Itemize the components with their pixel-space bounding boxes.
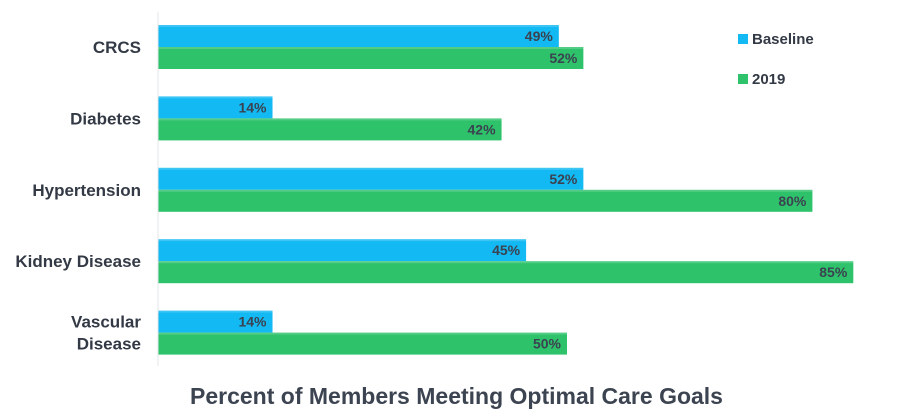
legend: Baseline 2019: [738, 31, 814, 88]
bar-baseline-5: [158, 310, 273, 333]
value-label-2019-3: 80%: [778, 193, 807, 209]
bar-2019-5: [158, 332, 567, 355]
bar-2019-4: [158, 261, 854, 284]
category-labels: CRCS Diabetes Hypertension Kidney Disease Va…: [15, 38, 141, 354]
bar-baseline-4: [158, 239, 527, 262]
value-label-2019-1: 52%: [549, 50, 578, 66]
legend-swatch-baseline: [738, 34, 748, 44]
bar-baseline-1: [158, 25, 559, 47]
category-label-5: Disease: [77, 335, 141, 354]
bar-highlight: [158, 96, 273, 99]
value-label-baseline-1: 49%: [525, 28, 554, 44]
bar-baseline-3: [158, 167, 584, 190]
chart-title: Percent of Members Meeting Optimal Care …: [190, 383, 723, 409]
bar-highlight: [158, 118, 502, 121]
legend-label-2019: 2019: [752, 71, 785, 88]
bar-highlight: [158, 167, 584, 170]
value-label-baseline-5: 14%: [238, 314, 267, 330]
category-label-4: Kidney Disease: [15, 252, 141, 271]
bar-2019-2: [158, 118, 502, 141]
value-label-baseline-3: 52%: [549, 171, 578, 187]
value-label-2019-5: 50%: [533, 336, 562, 352]
bar-highlight: [158, 239, 527, 242]
bars-layer: 49% 52% 14% 42% 52% 80% 45% 85% 14% 50%: [158, 25, 854, 355]
value-label-baseline-2: 14%: [238, 99, 267, 115]
bar-highlight: [158, 261, 854, 264]
value-label-baseline-4: 45%: [492, 242, 521, 258]
category-label-2: Diabetes: [70, 109, 141, 128]
bar-highlight: [158, 25, 559, 27]
category-label-3: Hypertension: [32, 181, 141, 200]
bar-highlight: [158, 189, 813, 192]
bar-highlight: [158, 47, 584, 49]
category-label-5: Vascular: [71, 313, 141, 332]
legend-swatch-2019: [738, 74, 748, 84]
bar-2019-3: [158, 189, 813, 212]
value-label-2019-2: 42%: [468, 121, 497, 137]
bar-2019-1: [158, 47, 584, 69]
bar-highlight: [158, 332, 567, 335]
bar-baseline-2: [158, 96, 273, 119]
category-label-1: CRCS: [93, 38, 141, 57]
legend-label-baseline: Baseline: [752, 31, 814, 48]
bar-highlight: [158, 310, 273, 313]
value-label-2019-4: 85%: [819, 264, 848, 280]
